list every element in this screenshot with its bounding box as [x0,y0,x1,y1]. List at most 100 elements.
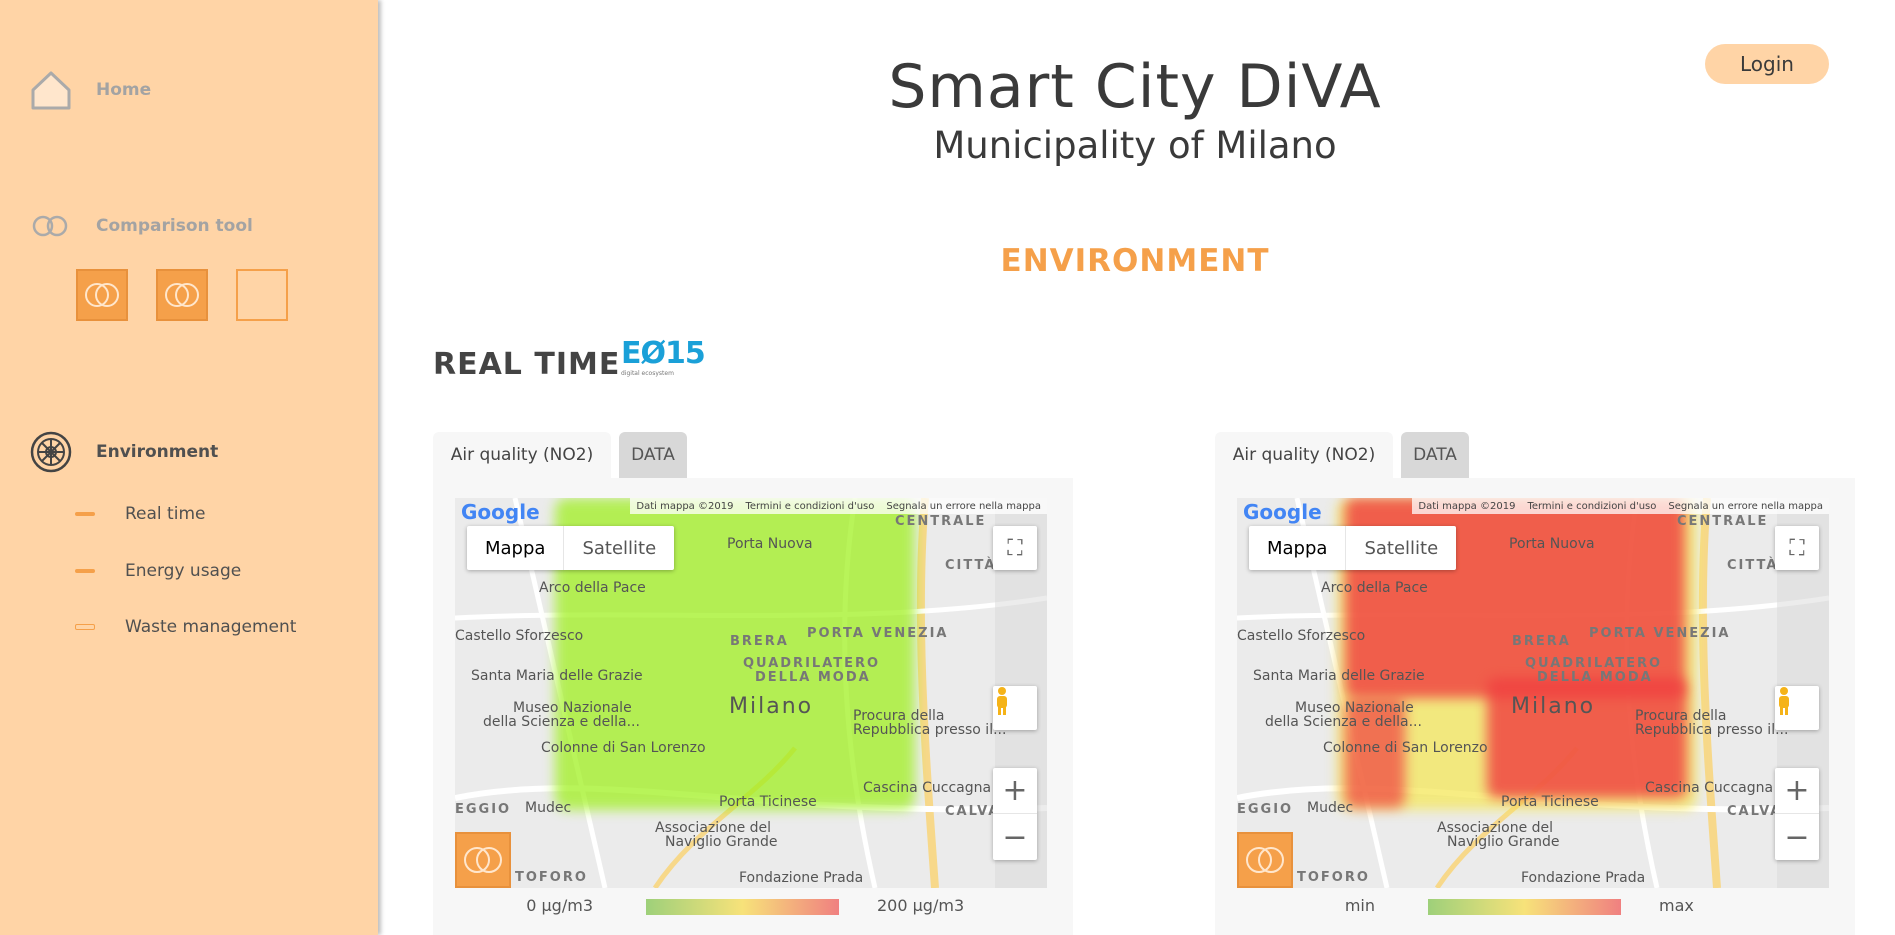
attribution-terms-link[interactable]: Termini e condizioni d'uso [745,500,875,512]
pegman-icon [1779,687,1789,715]
minus-icon: − [1002,819,1028,855]
map-label: Porta Ticinese [719,794,817,810]
nav-home[interactable]: Home [30,70,151,110]
sidebar: Home Comparison tool [0,0,378,935]
add-to-compare-button[interactable] [1237,832,1293,888]
attribution-terms-link[interactable]: Termini e condizioni d'uso [1527,500,1657,512]
pegman-button[interactable] [993,686,1037,730]
pegman-icon [997,687,1007,715]
zoom-out-button[interactable]: − [993,814,1037,860]
plus-icon: + [1002,773,1028,808]
legend-max: max [1659,896,1694,915]
legend-max: 200 µg/m3 [877,896,965,915]
map-label: Repubblica presso il... [853,722,1007,738]
map-label: CALVA [1727,804,1783,819]
sub-item-label: Real time [125,504,206,524]
map-label: Procura della [853,708,945,724]
circles-icon [464,847,502,873]
fullscreen-button[interactable]: ⛶ [1775,526,1819,570]
map-label: Colonne di San Lorenzo [1323,740,1488,756]
map-view[interactable]: CENTRALE CITTÀ Porta Nuova Arco della Pa… [1237,498,1829,888]
map-label: Fondazione Prada [739,870,864,886]
heatmap-hotspot [1487,678,1687,798]
map-label: Naviglio Grande [665,834,778,850]
map-view[interactable]: CENTRALE CITTÀ Porta Nuova Arco della Pa… [455,498,1047,888]
section-title: ENVIRONMENT [1000,243,1270,279]
pegman-button[interactable] [1775,686,1819,730]
map-legend: min max [1215,896,1855,918]
home-icon [31,71,71,110]
circles-icon [32,215,68,237]
sub-item-waste-management[interactable]: Waste management [75,617,296,637]
tab-air-quality[interactable]: Air quality (NO2) [1215,432,1393,478]
tab-data[interactable]: DATA [1401,432,1469,478]
fullscreen-button[interactable]: ⛶ [993,526,1037,570]
sub-item-energy-usage[interactable]: Energy usage [75,561,241,581]
map-label: CENTRALE [1677,514,1769,529]
map-label: Milano [1511,694,1596,719]
map-label: TOFORO [515,870,588,885]
map-label: BRERA [1512,634,1571,649]
map-label: Cascina Cuccagna [863,780,992,796]
map-label: Procura della [1635,708,1727,724]
compare-slot-1[interactable] [76,269,128,321]
map-label: Associazione del [655,820,772,836]
map-label: Museo Nazionale [513,700,632,716]
sub-item-label: Waste management [125,617,297,637]
map-label: Arco della Pace [1321,580,1428,596]
map-label: Mudec [1307,800,1354,816]
attribution-report-link[interactable]: Segnala un errore nella mappa [886,500,1041,512]
dash-icon [75,512,95,516]
tab-air-quality[interactable]: Air quality (NO2) [433,432,611,478]
map-panel-right: Air quality (NO2) DATA CENTRALE [1215,432,1855,935]
panel-body: CENTRALE CITTÀ Porta Nuova Arco della Pa… [1215,478,1855,935]
zoom-control: + − [993,768,1037,860]
map-label: PORTA VENEZIA [1589,626,1731,641]
tab-data[interactable]: DATA [619,432,687,478]
map-label: Castello Sforzesco [455,628,584,644]
map-label: CENTRALE [895,514,987,529]
map-label: della Scienza e della... [1265,714,1422,730]
nav-comparison-label: Comparison tool [96,216,253,236]
map-label: Milano [729,694,814,719]
map-label: Museo Nazionale [1295,700,1414,716]
map-label: QUADRILATERO [1525,656,1663,671]
compare-slot-3[interactable] [236,269,288,321]
zoom-in-button[interactable]: + [993,768,1037,814]
panel-body: CENTRALE CITTÀ Porta Nuova Arco della Pa… [433,478,1073,935]
map-type-control: Mappa Satellite [467,526,675,570]
zoom-out-button[interactable]: − [1775,814,1819,860]
attribution-report-link[interactable]: Segnala un errore nella mappa [1668,500,1823,512]
plus-icon: + [1784,773,1810,808]
fullscreen-icon: ⛶ [1007,535,1023,561]
nav-comparison[interactable]: Comparison tool [30,215,253,237]
map-type-satellite-button[interactable]: Satellite [1345,526,1456,570]
legend-min: min [1344,896,1375,915]
map-type-map-button[interactable]: Mappa [1267,537,1328,559]
map-type-map-button[interactable]: Mappa [485,537,546,559]
legend-min: 0 µg/m3 [526,896,593,915]
nav-environment[interactable]: Environment [30,431,218,473]
map-label: della Scienza e della... [483,714,640,730]
add-to-compare-button[interactable] [455,832,511,888]
fullscreen-icon: ⛶ [1789,535,1805,561]
map-label: Castello Sforzesco [1237,628,1366,644]
map-label: EGGIO [455,802,512,817]
map-label: DELLA MODA [1537,670,1653,685]
e015-logo-subtext: digital ecosystem [621,370,674,377]
map-label: Porta Ticinese [1501,794,1599,810]
login-button[interactable]: Login [1705,44,1829,84]
map-legend: 0 µg/m3 200 µg/m3 [433,896,1073,918]
page-subtitle: Municipality of Milano [933,124,1337,167]
sub-item-real-time[interactable]: Real time [75,504,205,524]
e015-logo: EØ15 digital ecosystem [621,338,706,390]
map-type-satellite-button[interactable]: Satellite [563,526,674,570]
map-label: EGGIO [1237,802,1294,817]
circles-icon [85,283,119,307]
map-label: Repubblica presso il... [1635,722,1789,738]
map-label: Santa Maria delle Grazie [1253,668,1425,684]
compare-slot-2[interactable] [156,269,208,321]
map-label: Porta Nuova [1509,536,1595,552]
zoom-in-button[interactable]: + [1775,768,1819,814]
